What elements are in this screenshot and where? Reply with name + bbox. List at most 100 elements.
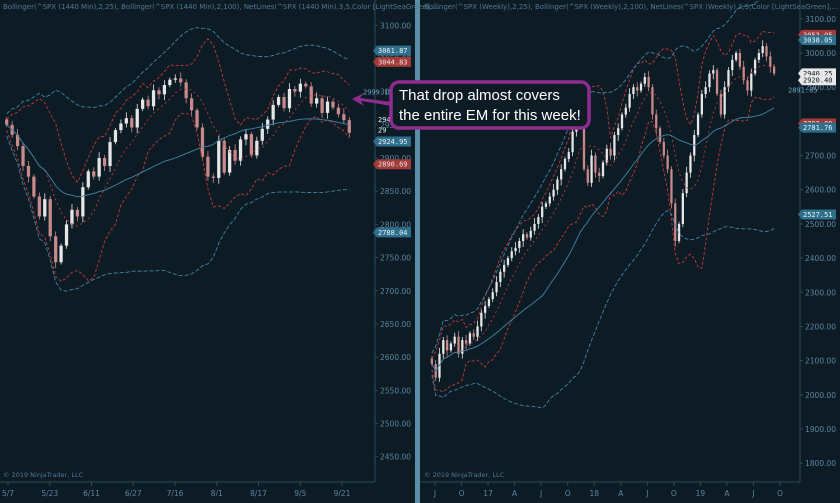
right-y-tick-label: 2700.00	[805, 152, 836, 161]
right-x-tick-label: J	[539, 489, 542, 498]
left-x-tick-label: 8/17	[250, 489, 267, 498]
right-price-tag-label: 2940.25	[803, 70, 833, 78]
left-candle-body	[119, 123, 123, 131]
left-candle-body	[271, 104, 275, 120]
right-x-tick-label: A	[512, 489, 518, 498]
left-candle-body	[336, 107, 341, 115]
left-candle-body	[244, 134, 248, 140]
left-candle-body	[189, 98, 194, 111]
left-inner-upper-band	[6, 38, 350, 184]
left-candle-body	[200, 127, 205, 157]
left-candle-body	[173, 78, 177, 80]
left-candle-body	[309, 86, 313, 104]
callout-line-1: That drop almost covers	[399, 87, 560, 104]
right-candle-body	[525, 234, 529, 238]
right-candle-body	[586, 169, 589, 183]
left-y-tick-label: 2750.00	[380, 254, 411, 263]
right-x-tick-label: J	[433, 489, 436, 498]
right-candle-body	[510, 251, 513, 259]
right-x-tick-label: A	[618, 489, 624, 498]
right-x-tick-label: A	[724, 489, 730, 498]
left-inner-lower-band	[6, 112, 350, 282]
left-outer-lower-band	[6, 135, 350, 292]
right-candle-body	[647, 76, 650, 88]
left-candle-body	[228, 150, 232, 173]
left-pane	[0, 0, 375, 482]
right-candle-body	[753, 59, 757, 74]
right-y-tick-label: 2500.00	[805, 220, 836, 229]
left-candle-body	[108, 142, 112, 166]
right-x-tick-label: O	[777, 489, 783, 498]
left-copyright: © 2019 NinjaTrader, LLC	[3, 471, 84, 479]
left-x-tick-label: 5/7	[2, 489, 14, 498]
right-outer-upper-band	[431, 0, 761, 354]
right-candle-body	[442, 340, 445, 354]
left-candle-body	[26, 165, 31, 177]
right-candle-body	[503, 264, 506, 272]
right-inner-mid-band	[431, 64, 775, 372]
right-y-tick-label: 2200.00	[805, 322, 836, 331]
right-candle-body	[449, 343, 453, 351]
right-candle-body	[617, 128, 620, 136]
right-candle-body	[670, 169, 673, 204]
right-candle-body	[620, 114, 624, 129]
right-inner-lower-band	[431, 96, 775, 393]
right-price-tag-bg	[798, 35, 836, 46]
right-candle-body	[731, 59, 734, 71]
right-candle-body	[662, 141, 665, 156]
right-y-tick-label: 2300.00	[805, 288, 836, 297]
left-candle-body	[331, 101, 335, 108]
callout-arrow	[352, 93, 392, 106]
right-x-tick-label: J	[645, 489, 648, 498]
right-candle-body	[556, 179, 559, 190]
left-candle-body	[92, 171, 96, 177]
left-candle-body	[86, 171, 90, 188]
right-candle-body	[605, 148, 608, 163]
left-candle-body	[113, 130, 118, 143]
left-y-tick-label: 2450.00	[380, 453, 411, 462]
right-candle-body	[533, 223, 536, 231]
right-candle-body	[563, 158, 567, 170]
right-candle-body	[708, 73, 711, 88]
right-candle-body	[685, 172, 688, 194]
left-candle-body	[32, 176, 36, 197]
left-candle-body	[146, 99, 150, 107]
left-plot-area	[5, 27, 351, 292]
left-price-tag-bg	[373, 159, 411, 170]
left-candle-body	[206, 156, 210, 177]
right-candle-body	[560, 169, 563, 180]
right-candle-body	[681, 193, 684, 224]
right-price-tags: 3053.053038.052940.252920.402891.852793.…	[788, 29, 836, 220]
left-candle-body	[141, 99, 145, 109]
right-price-tag-label: 2920.40	[803, 77, 833, 85]
left-y-tick-label: 2550.00	[380, 386, 411, 395]
right-candle-body	[506, 258, 510, 265]
left-candle-body	[70, 209, 74, 225]
right-candle-body	[761, 46, 764, 54]
right-y-tick-label: 2100.00	[805, 357, 836, 366]
right-x-tick-label: O	[459, 489, 465, 498]
left-candle-body	[282, 96, 286, 109]
right-candle-body	[464, 340, 468, 344]
left-candle-body	[124, 118, 128, 124]
right-plot-area	[430, 0, 776, 409]
right-price-tag-bg	[798, 122, 836, 133]
left-price-tag-label: 2999.15	[363, 89, 393, 97]
right-candle-body	[704, 87, 707, 95]
right-candle-body	[674, 203, 677, 241]
left-price-tag-label: 2890.69	[378, 161, 408, 169]
left-candle-body	[342, 114, 346, 121]
left-y-tick-label: 2800.00	[380, 220, 411, 229]
annotation-callout: That drop almost covers the entire EM fo…	[352, 80, 591, 130]
right-y-tick-label: 1800.00	[805, 459, 836, 468]
right-x-axis: J O 17 A J O 18 A J O 19 A J O	[433, 482, 783, 498]
left-netline-mid	[6, 118, 350, 198]
right-candle-body	[772, 66, 776, 74]
right-candle-body	[571, 131, 574, 153]
right-candle-body	[639, 83, 643, 91]
right-candle-body	[468, 333, 472, 344]
right-candle-body	[727, 70, 730, 88]
left-candle-body	[130, 118, 134, 128]
right-candle-body	[567, 152, 570, 159]
right-candle-body	[628, 94, 631, 108]
